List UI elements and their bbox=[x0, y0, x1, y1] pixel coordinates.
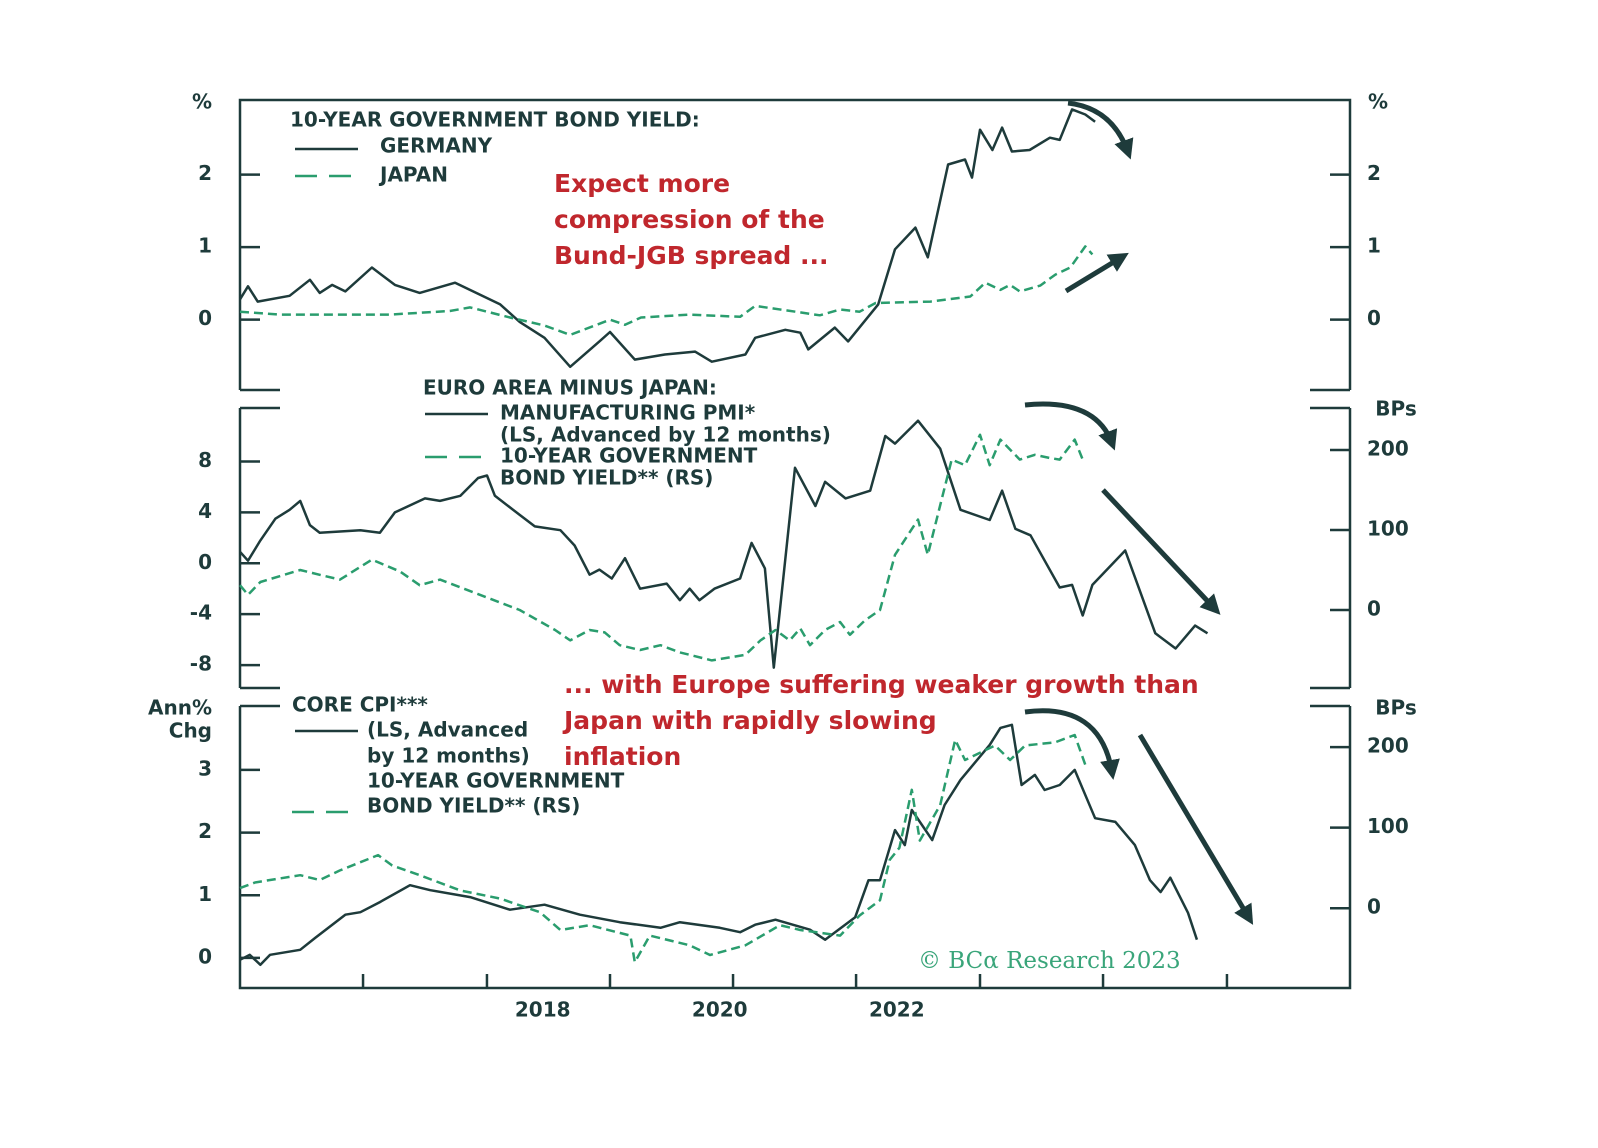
y-tick-label: 0 bbox=[198, 550, 212, 574]
y-tick-label: 0 bbox=[198, 306, 212, 330]
annotation: inflation bbox=[564, 742, 681, 771]
panel: 8 4 0 -4 -8 200 100 0 BPs EURO AREA MINUS JAPAN:M… bbox=[190, 376, 1417, 676]
y-tick-label: -8 bbox=[190, 652, 212, 676]
y-tick-label: -4 bbox=[190, 601, 212, 625]
panel: 0 1 2 3 200 100 0 Ann%Chg BPs 2018 2020 2022 CORE CP… bbox=[148, 670, 1417, 1022]
y-tick-label: 1 bbox=[198, 882, 212, 906]
series-line bbox=[238, 108, 1096, 369]
arrow bbox=[1024, 708, 1120, 780]
annotation: ... with Europe suffering weaker growth … bbox=[564, 670, 1199, 699]
panel-frame bbox=[238, 98, 1352, 392]
x-tick-label: 2022 bbox=[869, 998, 925, 1022]
panel-frame bbox=[238, 406, 1352, 690]
y2-tick-label: 0 bbox=[1367, 895, 1381, 919]
y-tick-label: 4 bbox=[198, 499, 212, 523]
y2-tick-label: 0 bbox=[1367, 306, 1381, 330]
legend-title: 10-YEAR GOVERNMENT BOND YIELD: bbox=[290, 108, 700, 132]
y-axis-label: % bbox=[192, 90, 212, 114]
series-line bbox=[239, 733, 1087, 964]
y2-tick-label: 100 bbox=[1367, 814, 1409, 838]
annotation: Japan with rapidly slowing bbox=[562, 706, 937, 735]
arrow bbox=[1101, 488, 1221, 615]
legend-label: (LS, Advanced bbox=[367, 718, 528, 742]
legend-label: JAPAN bbox=[378, 163, 448, 187]
legend-label: 10-YEAR GOVERNMENT bbox=[500, 444, 758, 468]
y2-tick-label: 200 bbox=[1367, 437, 1409, 461]
x-tick-label: 2018 bbox=[515, 998, 571, 1022]
legend-title: EURO AREA MINUS JAPAN: bbox=[423, 376, 717, 400]
annotation: Bund-JGB spread ... bbox=[554, 241, 829, 270]
source: © BCα Research 2023 bbox=[918, 948, 1181, 974]
legend-label: by 12 months) bbox=[367, 744, 530, 768]
y-tick-label: 1 bbox=[198, 234, 212, 258]
x-tick-label: 2020 bbox=[692, 998, 748, 1022]
arrow bbox=[1024, 401, 1118, 451]
arrow bbox=[1137, 733, 1254, 925]
y2-axis-label: BPs bbox=[1375, 696, 1416, 720]
annotation: compression of the bbox=[554, 205, 825, 234]
y2-tick-label: 200 bbox=[1367, 734, 1409, 758]
arrow bbox=[1064, 252, 1129, 294]
legend-label: CORE CPI*** bbox=[292, 693, 428, 717]
legend-label: BOND YIELD** (RS) bbox=[500, 466, 713, 490]
series-line bbox=[239, 419, 1209, 669]
y-tick-label: 3 bbox=[198, 756, 212, 780]
y-tick-label: 8 bbox=[198, 448, 212, 472]
annotation: Expect more bbox=[554, 169, 730, 198]
y-tick-label: 0 bbox=[198, 944, 212, 968]
y2-tick-label: 0 bbox=[1367, 597, 1381, 621]
frames bbox=[238, 98, 1352, 990]
legend-label: (LS, Advanced by 12 months) bbox=[500, 423, 831, 447]
y-tick-label: 2 bbox=[198, 161, 212, 185]
y-axis-label: Ann% bbox=[148, 696, 212, 720]
panel-frame bbox=[238, 704, 1352, 990]
legend-label: GERMANY bbox=[380, 134, 493, 158]
legend-label: MANUFACTURING PMI* bbox=[500, 401, 756, 425]
y2-tick-label: 1 bbox=[1367, 234, 1381, 258]
y-axis-label: Chg bbox=[169, 719, 212, 743]
y2-tick-label: 100 bbox=[1367, 517, 1409, 541]
arrow bbox=[1067, 100, 1134, 160]
series-line bbox=[239, 433, 1084, 662]
series-line bbox=[239, 245, 1094, 337]
panel: 0 1 2 0 1 2% % 10-YEAR GOVERNMENT BOND YIELD:GE… bbox=[192, 90, 1388, 369]
series-line bbox=[239, 723, 1199, 967]
legend-label: BOND YIELD** (RS) bbox=[367, 794, 580, 818]
y2-tick-label: 2 bbox=[1367, 161, 1381, 185]
y2-axis-label: % bbox=[1368, 90, 1388, 114]
y-tick-label: 2 bbox=[198, 819, 212, 843]
y2-axis-label: BPs bbox=[1375, 397, 1416, 421]
legend-label: 10-YEAR GOVERNMENT bbox=[367, 769, 625, 793]
arrows bbox=[1024, 100, 1254, 925]
